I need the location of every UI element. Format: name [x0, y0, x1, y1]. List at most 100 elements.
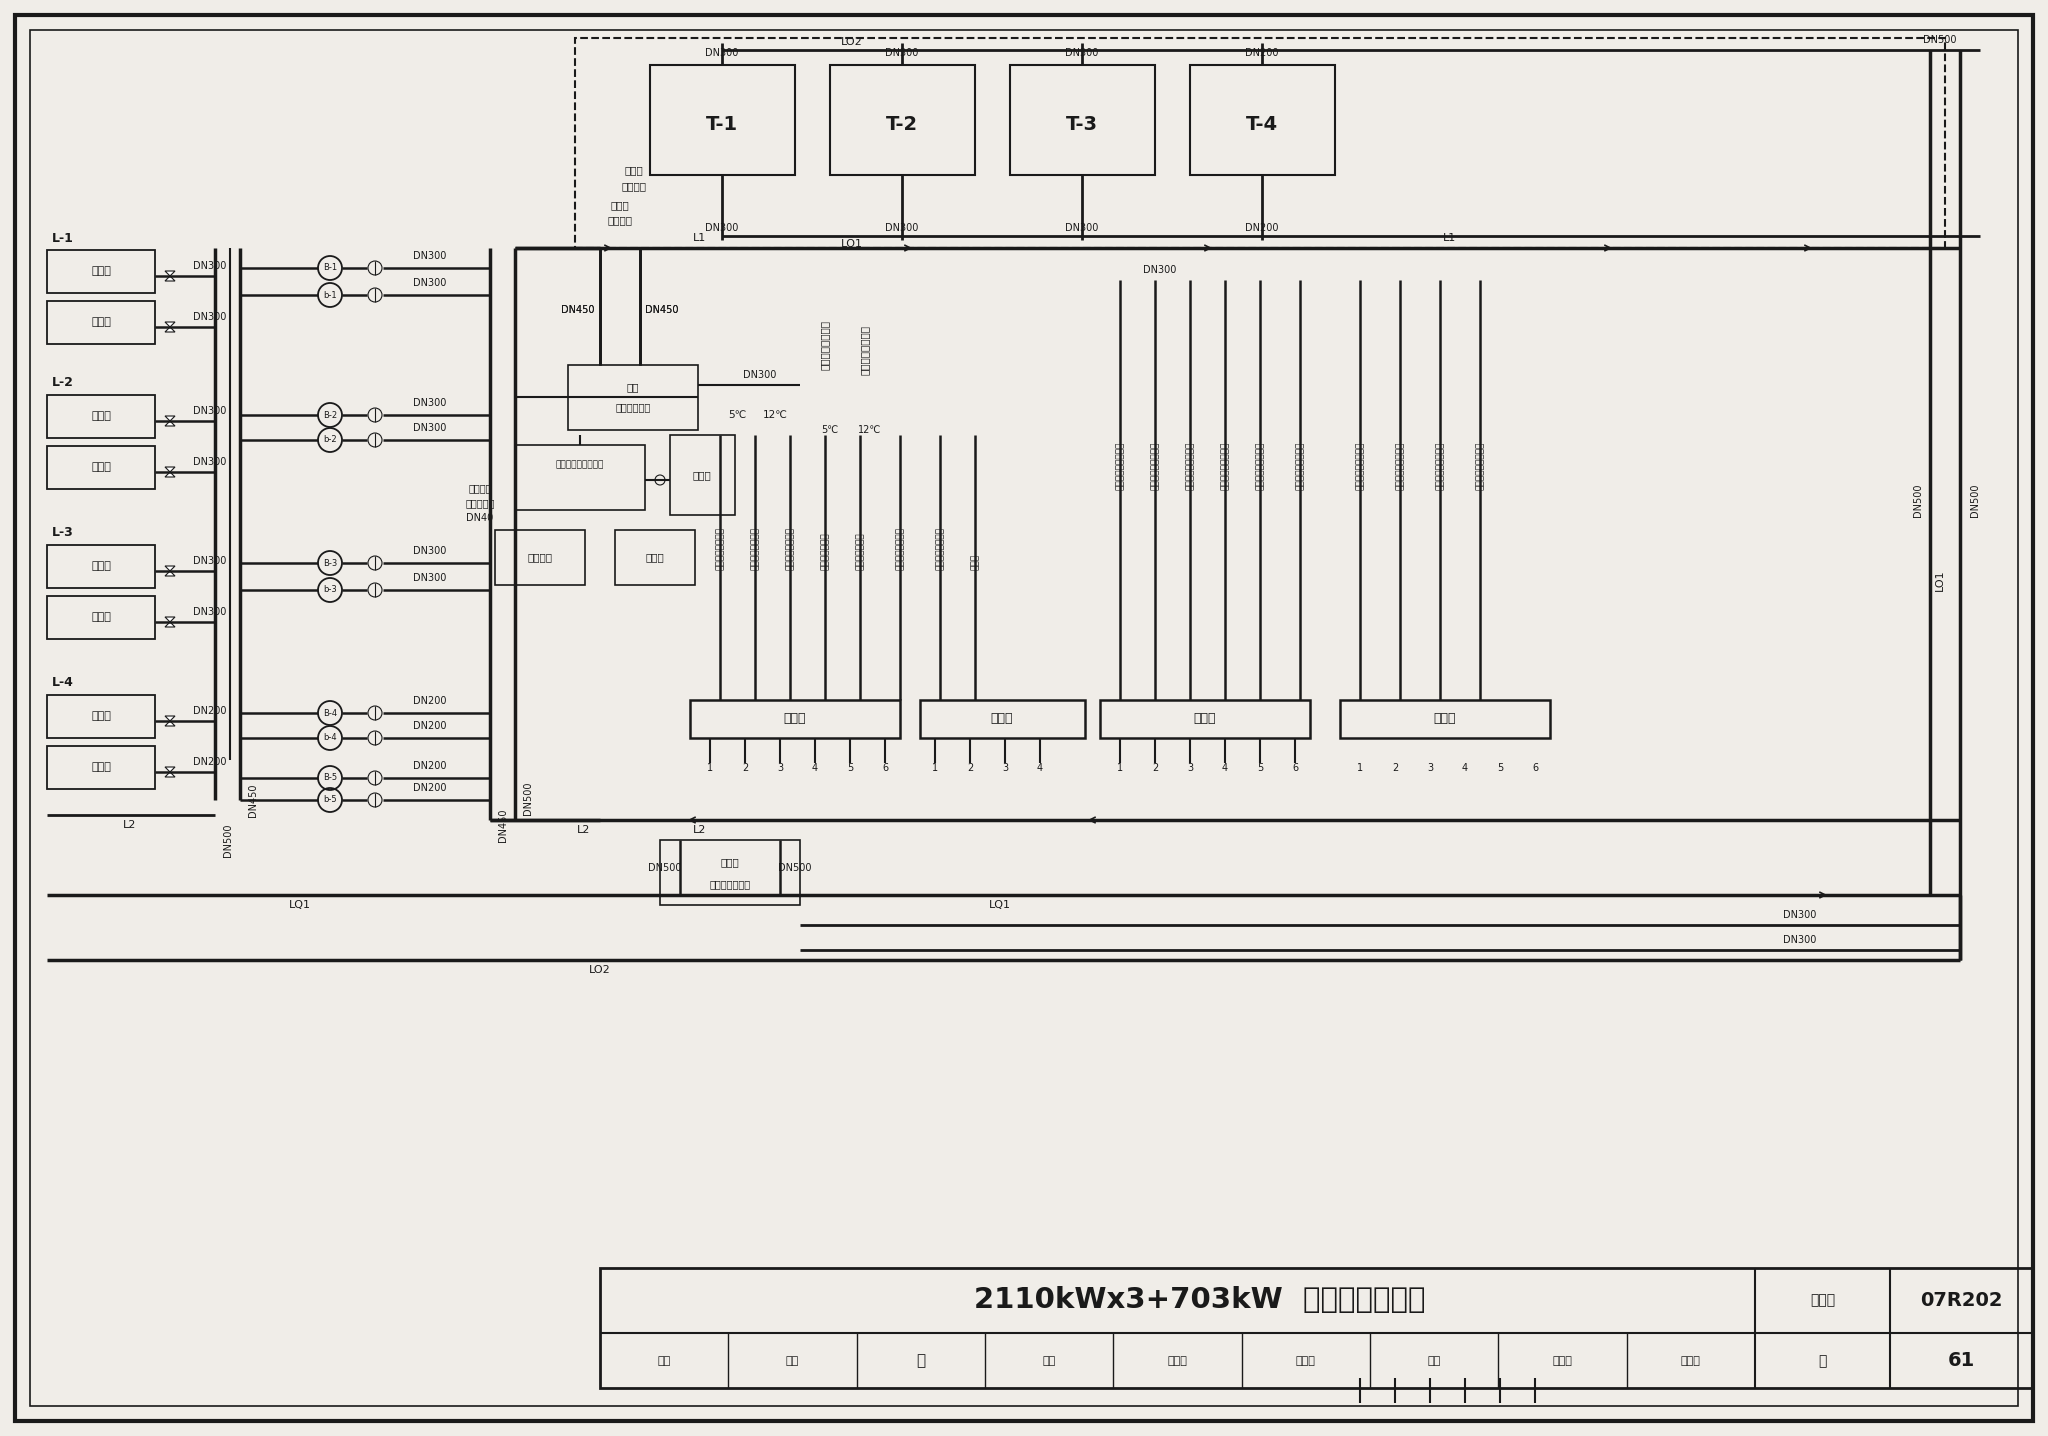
Text: 分水器: 分水器 [991, 712, 1014, 725]
Text: DN300: DN300 [414, 546, 446, 556]
Text: DN300: DN300 [1143, 266, 1178, 276]
Bar [1100, 699, 1311, 738]
Text: L2: L2 [694, 826, 707, 834]
Text: 4: 4 [1223, 763, 1229, 773]
Text: 冷凝器: 冷凝器 [90, 317, 111, 327]
Bar [514, 445, 645, 510]
Text: DN300: DN300 [193, 261, 227, 271]
Text: 全数液化处理器: 全数液化处理器 [709, 879, 750, 889]
Text: DN40: DN40 [467, 513, 494, 523]
Text: DN300: DN300 [1784, 910, 1817, 920]
Text: 1: 1 [932, 763, 938, 773]
Text: 李申箭: 李申箭 [1296, 1356, 1315, 1366]
Bar [1339, 699, 1550, 738]
Bar [47, 395, 156, 438]
Text: DN300: DN300 [743, 370, 776, 381]
Text: 软化装置止: 软化装置止 [465, 498, 496, 508]
Text: B-1: B-1 [324, 263, 338, 273]
Text: DN300: DN300 [414, 251, 446, 261]
Text: 接空调冷却水供水管: 接空调冷却水供水管 [1255, 442, 1264, 490]
Polygon shape [166, 717, 174, 727]
Text: T-1: T-1 [707, 115, 737, 135]
Polygon shape [166, 322, 174, 332]
Bar [614, 530, 694, 584]
Text: 蒸发器: 蒸发器 [90, 411, 111, 421]
Text: DN300: DN300 [885, 223, 920, 233]
Text: DN300: DN300 [193, 607, 227, 617]
Text: 4: 4 [811, 763, 817, 773]
Text: DN450: DN450 [645, 304, 678, 314]
Text: b-2: b-2 [324, 435, 336, 445]
Text: L1: L1 [1444, 233, 1456, 243]
Text: 61: 61 [1948, 1351, 1974, 1370]
Text: 3: 3 [1001, 763, 1008, 773]
Text: 接空调冷冻水回水管: 接空调冷冻水回水管 [1221, 442, 1229, 490]
Text: 1: 1 [1358, 763, 1364, 773]
Text: L2: L2 [123, 820, 137, 830]
Bar [496, 530, 586, 584]
Text: 冷凝器: 冷凝器 [90, 462, 111, 472]
Text: DN300: DN300 [705, 223, 739, 233]
Text: 空调冷冻水回水: 空调冷冻水回水 [856, 533, 864, 570]
Text: B-5: B-5 [324, 774, 338, 783]
Bar [47, 302, 156, 345]
Bar [1190, 65, 1335, 175]
Text: 冷水器: 冷水器 [625, 165, 643, 175]
Text: 2: 2 [741, 763, 748, 773]
Text: 5℃: 5℃ [727, 411, 745, 419]
Text: 冰水: 冰水 [627, 382, 639, 392]
Text: DN200: DN200 [414, 721, 446, 731]
Text: 5: 5 [848, 763, 854, 773]
Text: DN500: DN500 [649, 863, 682, 873]
Text: 蒸发器: 蒸发器 [90, 711, 111, 721]
Text: 冷凝器: 冷凝器 [90, 612, 111, 622]
Text: T-2: T-2 [887, 115, 918, 135]
Text: 空调冷冻水供水: 空调冷冻水供水 [821, 533, 829, 570]
Text: 接空调冷却水供水管: 接空调冷却水供水管 [1436, 442, 1444, 490]
Text: DN300: DN300 [193, 312, 227, 322]
Bar [829, 65, 975, 175]
Text: 接空调热水回水管: 接空调热水回水管 [819, 320, 829, 370]
Text: 空调系统稳定压装置: 空调系统稳定压装置 [555, 461, 604, 470]
Text: 页: 页 [1819, 1354, 1827, 1369]
Bar [600, 1268, 2034, 1389]
Text: DN300: DN300 [193, 457, 227, 467]
Text: 接空调冷冻水供水管: 接空调冷冻水供水管 [1116, 442, 1124, 490]
Text: b-1: b-1 [324, 290, 336, 300]
Text: 3: 3 [776, 763, 782, 773]
Text: 设计: 设计 [1427, 1356, 1442, 1366]
Text: DN300: DN300 [193, 556, 227, 566]
Text: DN200: DN200 [414, 696, 446, 707]
Text: 接空调冷冻水供水: 接空调冷冻水供水 [715, 527, 725, 570]
Text: 补给水: 补给水 [971, 554, 979, 570]
Text: DN500: DN500 [223, 823, 233, 857]
Text: B-4: B-4 [324, 708, 338, 718]
Text: 4: 4 [1036, 763, 1042, 773]
Text: L1: L1 [694, 233, 707, 243]
Text: L2: L2 [578, 826, 590, 834]
Text: 5: 5 [1497, 763, 1503, 773]
Text: DN450: DN450 [498, 808, 508, 841]
Text: 6: 6 [883, 763, 889, 773]
Polygon shape [166, 566, 174, 576]
Bar [670, 435, 735, 516]
Text: L-4: L-4 [51, 676, 74, 689]
Text: 4: 4 [1462, 763, 1468, 773]
Text: 全数水处理器: 全数水处理器 [614, 402, 651, 412]
Bar [690, 699, 899, 738]
Text: 集水器: 集水器 [784, 712, 807, 725]
Text: 接空调冷却水供水: 接空调冷却水供水 [936, 527, 944, 570]
Text: 丁高: 丁高 [786, 1356, 799, 1366]
Bar [575, 37, 1946, 248]
Text: 冷却水: 冷却水 [721, 857, 739, 867]
Text: 蒸发器: 蒸发器 [90, 266, 111, 276]
Text: T-3: T-3 [1067, 115, 1098, 135]
Text: 李雯筠: 李雯筠 [1167, 1356, 1188, 1366]
Text: LO2: LO2 [842, 37, 862, 47]
Text: DN300: DN300 [414, 424, 446, 434]
Text: 李超英: 李超英 [1681, 1356, 1700, 1366]
Text: 分水器: 分水器 [1434, 712, 1456, 725]
Text: 李超英: 李超英 [1552, 1356, 1573, 1366]
Text: 2110kWx3+703kW  制冷系统原理图: 2110kWx3+703kW 制冷系统原理图 [975, 1287, 1425, 1314]
Polygon shape [166, 271, 174, 281]
